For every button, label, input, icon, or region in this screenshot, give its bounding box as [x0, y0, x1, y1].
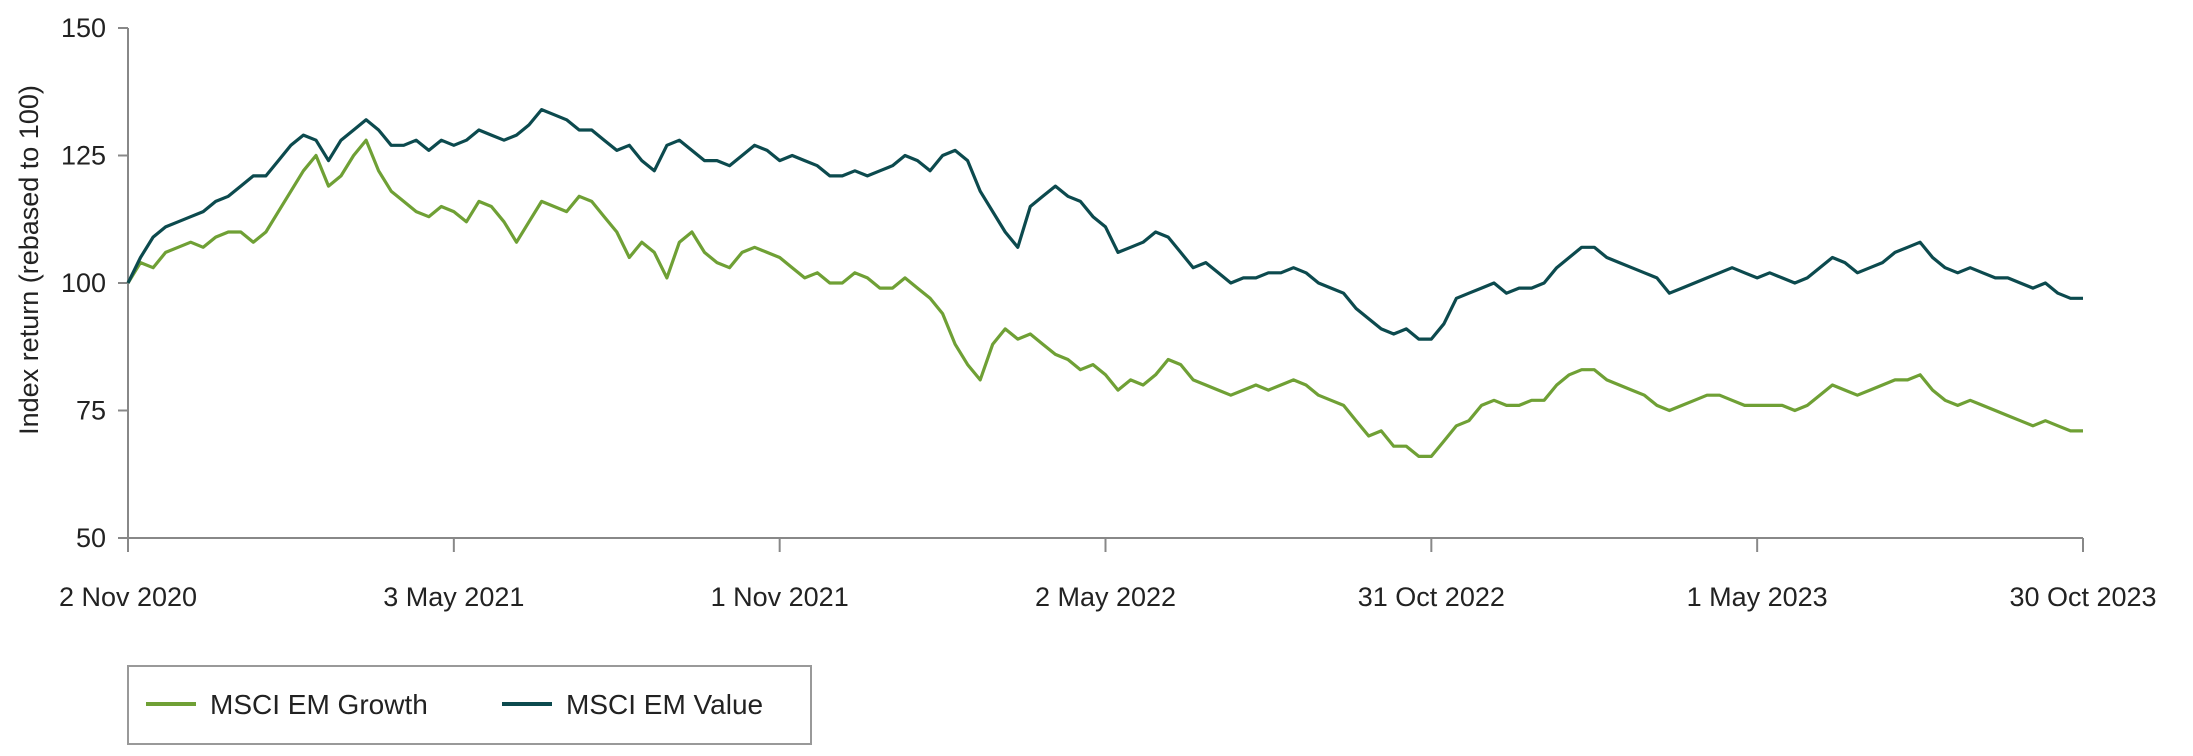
x-tick-label: 2 May 2022 — [1035, 582, 1176, 612]
y-axis-title: Index return (rebased to 100) — [14, 85, 44, 435]
x-tick-label: 2 Nov 2020 — [59, 582, 197, 612]
series-line-msci-em-growth — [126, 138, 2083, 458]
y-tick-label: 125 — [61, 141, 106, 171]
x-tick-label: 31 Oct 2022 — [1358, 582, 1505, 612]
series-line-msci-em-value — [126, 108, 2083, 341]
y-tick-label: 100 — [61, 268, 106, 298]
x-tick-label: 30 Oct 2023 — [2009, 582, 2156, 612]
y-tick-label: 50 — [76, 523, 106, 553]
x-tick-label: 3 May 2021 — [383, 582, 524, 612]
y-tick-label: 75 — [76, 396, 106, 426]
legend-label-growth: MSCI EM Growth — [210, 689, 428, 720]
legend-label-value: MSCI EM Value — [566, 689, 763, 720]
x-tick-label: 1 Nov 2021 — [711, 582, 849, 612]
legend-box — [127, 665, 812, 745]
plot-area: 50 75 100 125 150 2 Nov 2020 3 May 2021 1 Nov 2… — [59, 13, 2157, 612]
x-tick-label: 1 May 2023 — [1687, 582, 1828, 612]
y-tick-label: 150 — [61, 13, 106, 43]
legend: MSCI EM Growth MSCI EM Value — [127, 665, 812, 745]
